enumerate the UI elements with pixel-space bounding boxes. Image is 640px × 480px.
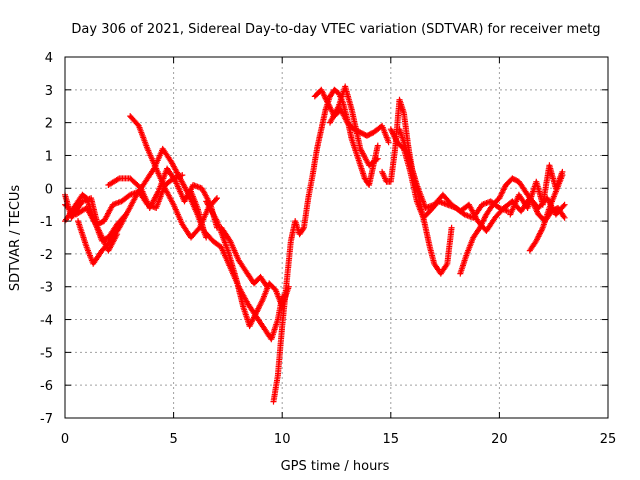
y-axis-label: SDTVAR / TECUs bbox=[8, 185, 23, 292]
data-track bbox=[218, 224, 270, 290]
x-tick-label: 5 bbox=[169, 432, 177, 447]
x-tick-label: 10 bbox=[274, 432, 291, 447]
y-tick-label: -4 bbox=[40, 314, 53, 329]
y-tick-label: 4 bbox=[45, 51, 53, 66]
y-tick-label: -5 bbox=[40, 346, 53, 361]
y-tick-label: 2 bbox=[45, 117, 53, 132]
x-tick-label: 25 bbox=[600, 432, 617, 447]
data-track bbox=[507, 162, 566, 218]
y-tick-label: 1 bbox=[45, 149, 53, 164]
y-tick-label: -7 bbox=[40, 412, 53, 427]
y-tick-label: 0 bbox=[45, 182, 53, 197]
data-point-markers bbox=[127, 113, 220, 241]
data-track bbox=[327, 83, 381, 169]
data-track bbox=[127, 113, 220, 241]
chart-title: Day 306 of 2021, Sidereal Day-to-day VTE… bbox=[71, 22, 600, 37]
data-point-markers bbox=[507, 162, 566, 218]
x-tick-label: 20 bbox=[491, 432, 508, 447]
data-point-markers bbox=[327, 83, 381, 169]
data-point-markers bbox=[218, 224, 270, 290]
y-tick-label: -1 bbox=[40, 215, 53, 230]
data-series-sdtvar bbox=[62, 83, 568, 405]
y-tick-label: 3 bbox=[45, 84, 53, 99]
grid bbox=[65, 57, 608, 418]
x-axis-label: GPS time / hours bbox=[281, 459, 390, 474]
x-tick-label: 15 bbox=[383, 432, 400, 447]
y-tick-label: -6 bbox=[40, 379, 53, 394]
plot-frame bbox=[64, 56, 609, 419]
axis-ticks: 0 5 10 15 20 25 -7 -6 -5 -4 -3 -2 -1 0 1 2 3 4 bbox=[40, 51, 616, 447]
y-tick-label: -2 bbox=[40, 248, 53, 263]
y-tick-label: -3 bbox=[40, 281, 53, 296]
x-tick-label: 0 bbox=[61, 432, 69, 447]
